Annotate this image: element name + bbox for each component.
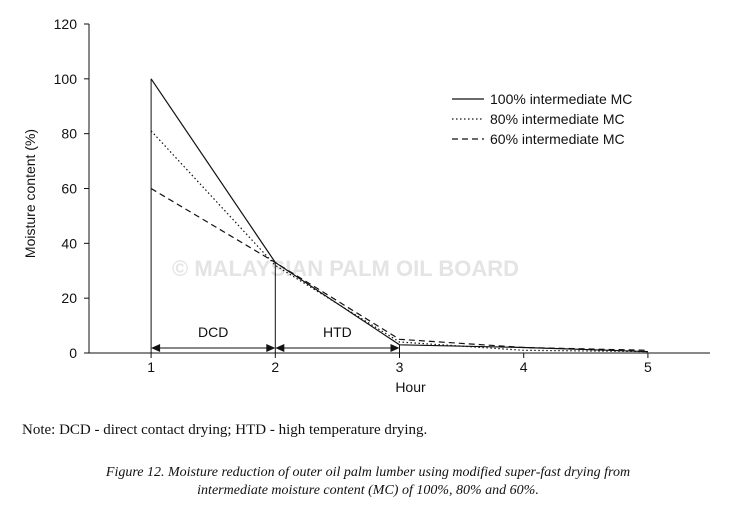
- x-tick-label: 5: [644, 359, 652, 375]
- phase-arrow-head-left: [151, 344, 161, 352]
- series-line-1: [150, 78, 648, 353]
- x-tick-label: 3: [396, 359, 404, 375]
- series-line-3: [150, 187, 648, 351]
- series-lines: [150, 78, 648, 353]
- y-tick-label: 60: [61, 181, 77, 197]
- y-tick-label: 40: [61, 235, 77, 251]
- moisture-line-chart: © MALAYSIAN PALM OIL BOARD 0 20 40 60 80 100 1…: [22, 16, 710, 395]
- phase-annotations: DCD HTD: [150, 78, 400, 353]
- y-tick-label: 20: [61, 290, 77, 306]
- caption-line-2: intermediate moisture content (MC) of 10…: [197, 483, 539, 498]
- axes: 0 20 40 60 80 100 120 1 2 3 4 5 Hour Moisture content…: [22, 16, 710, 395]
- phase-arrow-head-right: [266, 344, 276, 352]
- caption-line-1: Figure 12. Moisture reduction of outer o…: [105, 465, 631, 480]
- y-tick-label: 0: [69, 345, 77, 361]
- legend-label: 60% intermediate MC: [490, 131, 625, 147]
- x-tick-label: 1: [147, 359, 155, 375]
- legend-label: 80% intermediate MC: [490, 111, 625, 127]
- y-tick-label: 80: [61, 126, 77, 142]
- x-tick-label: 4: [520, 359, 528, 375]
- legend-label: 100% intermediate MC: [490, 91, 632, 107]
- y-axis-title: Moisture content (%): [22, 129, 38, 258]
- phase-arrow-head-left: [275, 344, 285, 352]
- phase-label: DCD: [198, 324, 228, 340]
- chart-note: Note: DCD - direct contact drying; HTD -…: [22, 422, 428, 438]
- x-tick-label: 2: [271, 359, 279, 375]
- y-tick-label: 100: [54, 71, 78, 87]
- x-axis-title: Hour: [395, 379, 426, 395]
- series-line-2: [150, 130, 648, 353]
- y-tick-label: 120: [54, 16, 78, 32]
- legend: 100% intermediate MC 80% intermediate MC 6…: [452, 91, 632, 147]
- phase-label: HTD: [323, 324, 352, 340]
- phase-arrow-head-right: [390, 344, 400, 352]
- figure-caption: Figure 12. Moisture reduction of outer o…: [0, 464, 736, 500]
- watermark-text: © MALAYSIAN PALM OIL BOARD: [172, 256, 519, 281]
